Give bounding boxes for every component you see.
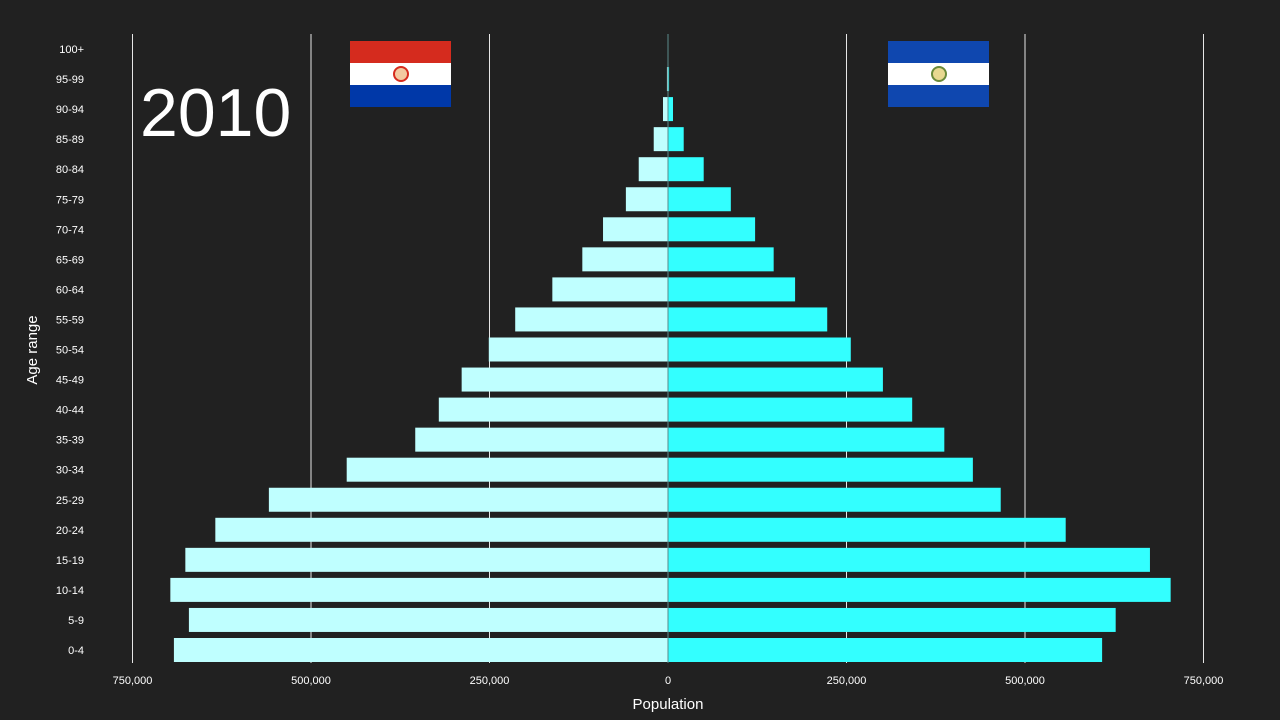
bar-left-80-84 [638, 157, 668, 182]
bar-left-35-39 [415, 427, 668, 452]
y-tick-label: 15-19 [56, 555, 84, 567]
bar-right-35-39 [668, 427, 945, 452]
bar-right-20-24 [668, 517, 1066, 542]
bar-left-85-89 [653, 127, 668, 152]
bar-left-90-94 [663, 97, 668, 122]
bar-right-65-69 [668, 247, 774, 272]
paraguay-flag [350, 41, 451, 107]
y-tick-label: 5-9 [68, 615, 84, 627]
bar-right-70-74 [668, 217, 756, 242]
bar-right-25-29 [668, 487, 1001, 512]
y-tick-label: 20-24 [56, 525, 84, 537]
y-tick-label: 0-4 [68, 645, 84, 657]
bar-left-25-29 [268, 487, 668, 512]
bar-right-95-99 [668, 67, 670, 92]
bar-right-85-89 [668, 127, 684, 152]
y-tick-label: 100+ [59, 44, 84, 56]
y-tick-label: 80-84 [56, 164, 84, 176]
bar-left-45-49 [461, 367, 668, 392]
year-label: 2010 [140, 75, 292, 151]
bar-right-0-4 [668, 638, 1103, 662]
bar-left-15-19 [185, 547, 668, 572]
bar-right-5-9 [668, 607, 1116, 632]
y-tick-label: 50-54 [56, 345, 84, 357]
bar-right-30-34 [668, 457, 973, 482]
y-tick-label: 40-44 [56, 405, 84, 417]
y-tick-label: 55-59 [56, 314, 84, 326]
x-tick-label: 250,000 [470, 675, 510, 687]
y-tick-label: 25-29 [56, 495, 84, 507]
bar-right-50-54 [668, 337, 851, 362]
bar-left-20-24 [215, 517, 668, 542]
y-tick-label: 30-34 [56, 465, 84, 477]
el-salvador-flag [888, 41, 989, 107]
bar-left-40-44 [438, 397, 668, 422]
y-tick-label: 85-89 [56, 134, 84, 146]
x-tick-label: 0 [665, 675, 671, 687]
bar-right-60-64 [668, 277, 796, 302]
x-tick-label: 750,000 [1184, 675, 1224, 687]
bar-right-75-79 [668, 187, 731, 212]
bar-right-40-44 [668, 397, 913, 422]
bar-left-55-59 [515, 307, 668, 332]
bar-left-65-69 [582, 247, 668, 272]
bar-right-15-19 [668, 547, 1150, 572]
y-tick-label: 45-49 [56, 375, 84, 387]
bar-left-30-34 [346, 457, 668, 482]
y-tick-label: 70-74 [56, 224, 84, 236]
bar-left-50-54 [488, 337, 668, 362]
y-tick-label: 95-99 [56, 74, 84, 86]
y-tick-label: 75-79 [56, 194, 84, 206]
bar-right-45-49 [668, 367, 883, 392]
bar-left-5-9 [188, 607, 668, 632]
x-tick-label: 500,000 [291, 675, 331, 687]
bar-left-10-14 [170, 577, 669, 602]
bar-right-55-59 [668, 307, 828, 332]
bar-left-95-99 [666, 67, 668, 92]
x-tick-label: 250,000 [827, 675, 867, 687]
bar-left-0-4 [173, 638, 669, 662]
bar-right-80-84 [668, 157, 704, 182]
bar-left-60-64 [552, 277, 668, 302]
x-tick-label: 500,000 [1005, 675, 1045, 687]
x-tick-label: 750,000 [113, 675, 153, 687]
y-tick-label: 90-94 [56, 104, 84, 116]
x-axis-title: Population [633, 696, 704, 713]
bar-left-70-74 [603, 217, 668, 242]
y-tick-label: 35-39 [56, 435, 84, 447]
bar-right-90-94 [668, 97, 673, 122]
y-axis-title: Age range [24, 315, 41, 384]
bar-left-75-79 [625, 187, 668, 212]
y-tick-label: 60-64 [56, 284, 84, 296]
y-tick-label: 10-14 [56, 585, 84, 597]
y-tick-label: 65-69 [56, 254, 84, 266]
bar-right-10-14 [668, 577, 1171, 602]
